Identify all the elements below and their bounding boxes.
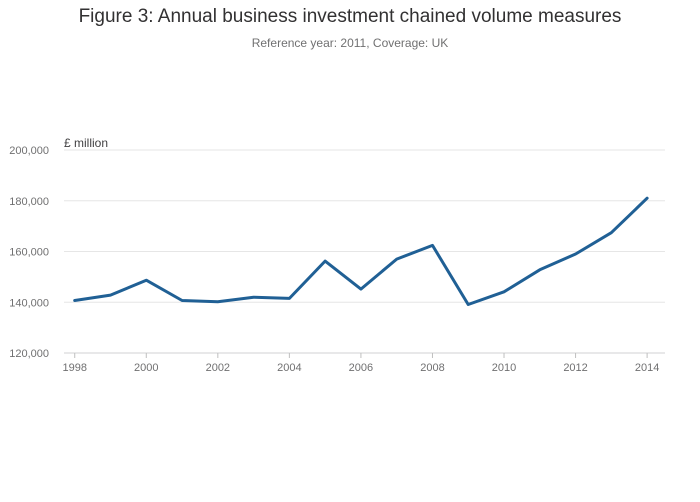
x-tick-label: 2012 <box>563 362 587 374</box>
y-axis: 120,000 140,000 160,000 180,000 200,000 <box>9 145 49 360</box>
x-tick-label: 2004 <box>277 362 301 374</box>
data-point[interactable] <box>177 296 187 306</box>
data-point[interactable] <box>535 265 545 275</box>
series-line <box>73 196 649 306</box>
x-tick-label: 2014 <box>635 362 659 374</box>
x-tick-label: 2000 <box>134 362 158 374</box>
y-axis-unit-label: £ million <box>64 136 108 150</box>
x-tick-label: 2006 <box>349 362 373 374</box>
data-point[interactable] <box>606 228 616 238</box>
x-tick-label: 2002 <box>206 362 230 374</box>
x-tick-label: 2010 <box>492 362 516 374</box>
data-point[interactable] <box>392 254 402 264</box>
chart-subtitle: Reference year: 2011, Coverage: UK <box>251 36 449 50</box>
data-point[interactable] <box>463 300 473 310</box>
data-point[interactable] <box>320 256 330 266</box>
data-point[interactable] <box>70 296 80 306</box>
data-point[interactable] <box>428 240 438 250</box>
data-point[interactable] <box>571 249 581 259</box>
x-tick-label: 1998 <box>62 362 86 374</box>
x-axis: 1998 2000 2002 2004 2006 2008 2010 2012 2014 <box>62 353 659 374</box>
data-point[interactable] <box>213 297 223 307</box>
data-point[interactable] <box>642 193 652 203</box>
x-tick-label: 2008 <box>420 362 444 374</box>
y-tick-label: 120,000 <box>9 348 49 360</box>
data-point[interactable] <box>141 275 151 285</box>
data-point[interactable] <box>499 287 509 297</box>
data-point[interactable] <box>356 284 366 294</box>
y-tick-label: 180,000 <box>9 196 49 208</box>
data-point[interactable] <box>284 293 294 303</box>
y-tick-label: 200,000 <box>9 145 49 157</box>
y-tick-label: 160,000 <box>9 247 49 259</box>
data-point[interactable] <box>106 290 116 300</box>
data-point[interactable] <box>249 292 259 302</box>
y-tick-label: 140,000 <box>9 297 49 309</box>
gridlines <box>64 149 665 354</box>
series-group <box>70 193 652 310</box>
chart-title: Figure 3: Annual business investment cha… <box>78 6 622 27</box>
